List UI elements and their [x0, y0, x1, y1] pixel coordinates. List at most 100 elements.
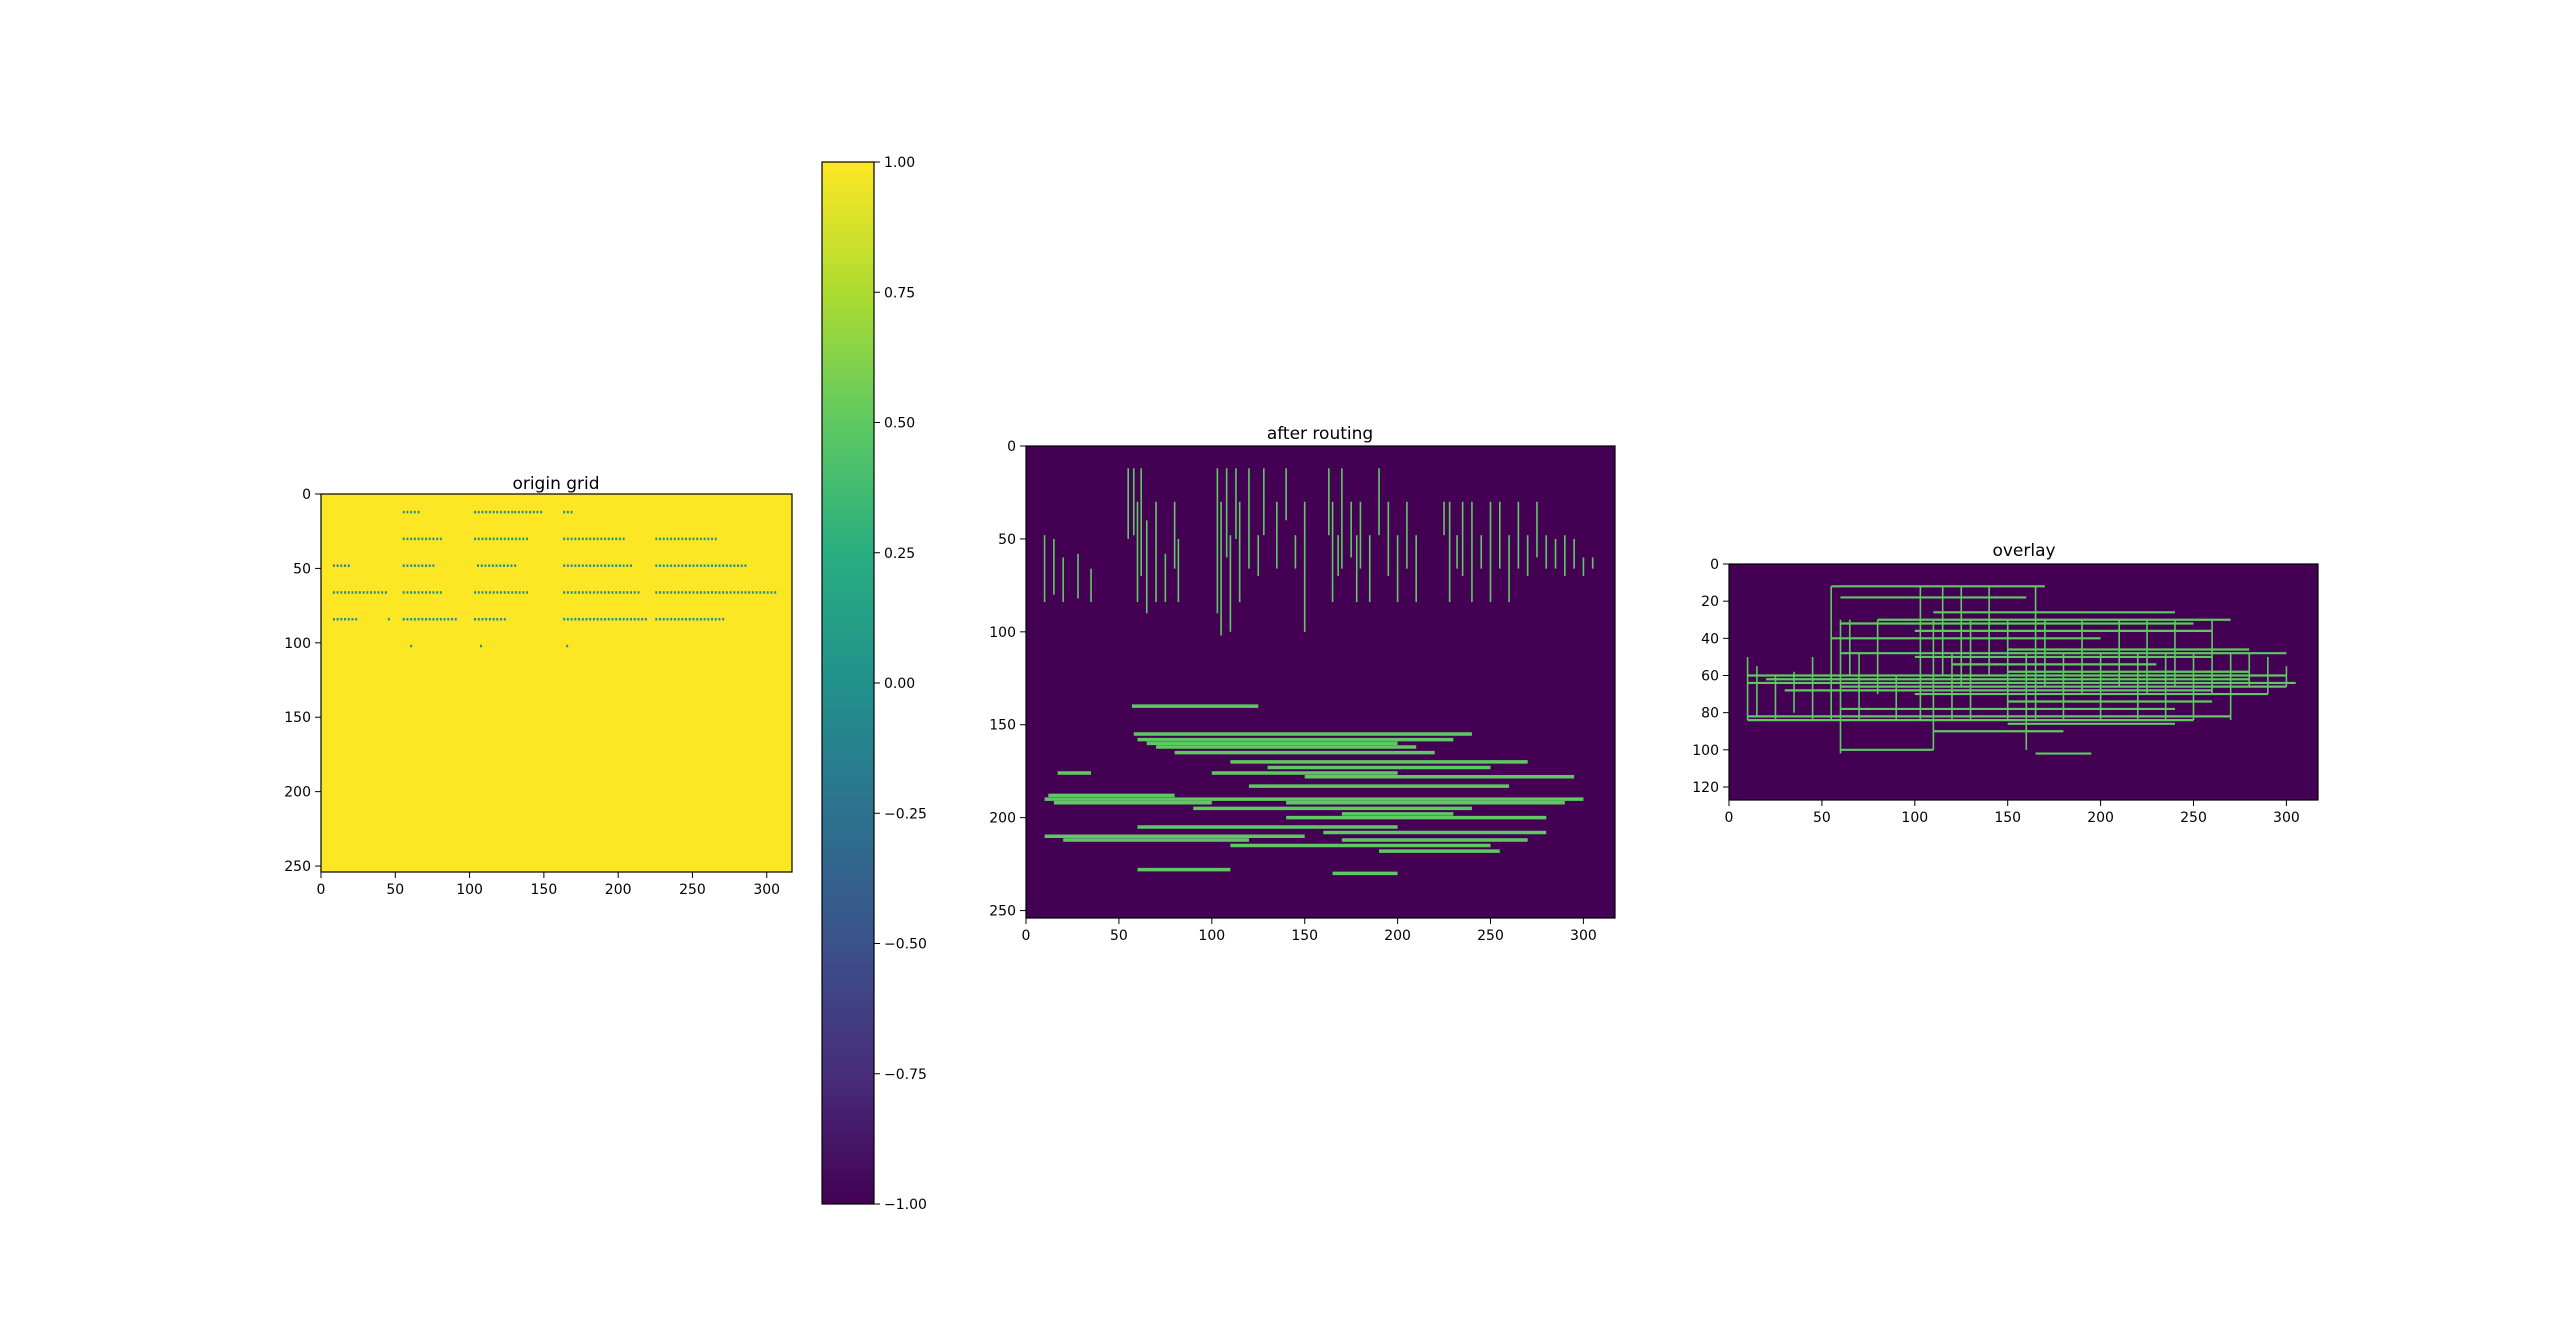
- origin-marker-r4-g4-15: [711, 618, 713, 621]
- origin-grid-image: [321, 494, 792, 872]
- origin-marker-r3-g4-13: [704, 591, 706, 594]
- origin-marker-r0-g1-0: [474, 511, 476, 514]
- origin-marker-r4-g3-7: [589, 618, 591, 621]
- origin-marker-r3-g4-20: [730, 591, 732, 594]
- origin-marker-r1-g2-11: [604, 538, 606, 541]
- origin-marker-r2-g3-9: [597, 564, 599, 567]
- origin-marker-r4-g3-1: [567, 618, 569, 621]
- origin-marker-r3-g2-7: [500, 591, 502, 594]
- origin-marker-r2-g1-4: [418, 564, 420, 567]
- origin-marker-r2-g1-3: [414, 564, 416, 567]
- origin-marker-r4-g2-7: [500, 618, 502, 621]
- origin-grid-xtick-label-5: 250: [679, 882, 706, 898]
- origin-marker-r1-g2-1: [567, 538, 569, 541]
- origin-grid-ytick-label-4: 200: [284, 785, 311, 801]
- overlay-ytick-label-4: 80: [1701, 706, 1719, 722]
- origin-marker-r0-g1-8: [504, 511, 506, 514]
- origin-marker-r0-g1-7: [500, 511, 502, 514]
- origin-marker-r3-g2-10: [511, 591, 513, 594]
- origin-marker-r2-g2-5: [496, 564, 498, 567]
- origin-marker-r2-g3-4: [578, 564, 580, 567]
- origin-marker-r0-g1-4: [489, 511, 491, 514]
- origin-marker-r2-g4-23: [741, 564, 743, 567]
- origin-marker-r4-g0-2: [340, 618, 342, 621]
- origin-marker-r1-g0-9: [436, 538, 438, 541]
- origin-marker-r3-g3-18: [630, 591, 632, 594]
- origin-marker-r3-g3-8: [593, 591, 595, 594]
- origin-marker-r1-g0-2: [410, 538, 412, 541]
- origin-marker-r4-g3-8: [593, 618, 595, 621]
- origin-marker-r3-g0-7: [359, 591, 361, 594]
- origin-grid-xtick-label-3: 150: [531, 882, 558, 898]
- after-routing-ytick-label-0: 0: [1007, 439, 1016, 455]
- origin-marker-r3-g2-6: [496, 591, 498, 594]
- origin-marker-r1-g1-12: [519, 538, 521, 541]
- origin-marker-r4-g3-21: [641, 618, 643, 621]
- origin-marker-r1-g2-2: [571, 538, 573, 541]
- origin-marker-r4-g1-9: [436, 618, 438, 621]
- origin-marker-r2-g2-8: [507, 564, 509, 567]
- origin-marker-r3-g4-24: [744, 591, 746, 594]
- origin-marker-r3-g2-1: [478, 591, 480, 594]
- overlay-xtick-label-5: 250: [2180, 810, 2207, 826]
- origin-marker-r2-g4-22: [737, 564, 739, 567]
- origin-grid-ytick-label-3: 150: [284, 710, 311, 726]
- origin-marker-r3-g0-5: [351, 591, 353, 594]
- origin-marker-r1-g2-3: [574, 538, 576, 541]
- origin-marker-r3-g0-14: [385, 591, 387, 594]
- origin-marker-r2-g4-15: [711, 564, 713, 567]
- origin-marker-r0-g2-7: [540, 511, 542, 514]
- origin-marker-r1-g3-11: [696, 538, 698, 541]
- origin-marker-r2-g1-6: [425, 564, 427, 567]
- origin-marker-r2-g0-2: [340, 564, 342, 567]
- origin-marker-r1-g0-0: [403, 538, 405, 541]
- colorbar-tick-label-4: 0.00: [884, 676, 915, 692]
- origin-marker-r4-g1-1: [406, 618, 408, 621]
- origin-marker-r3-g0-4: [348, 591, 350, 594]
- origin-marker-r2-g4-2: [663, 564, 665, 567]
- origin-marker-r3-g0-8: [363, 591, 365, 594]
- origin-marker-r1-g1-0: [474, 538, 476, 541]
- origin-marker-r3-g4-2: [663, 591, 665, 594]
- origin-marker-r3-g2-13: [522, 591, 524, 594]
- origin-grid-ytick-label-1: 50: [293, 561, 311, 577]
- origin-marker-r4-g4-6: [678, 618, 680, 621]
- origin-marker-r3-g3-7: [589, 591, 591, 594]
- origin-marker-r2-g4-9: [689, 564, 691, 567]
- origin-marker-r3-g3-3: [574, 591, 576, 594]
- origin-marker-r0-g0-0: [403, 511, 405, 514]
- origin-marker-r1-g3-4: [670, 538, 672, 541]
- overlay-ytick-label-3: 60: [1701, 668, 1719, 684]
- origin-marker-r4-g0-0: [333, 618, 335, 621]
- origin-grid-xtick-label-4: 200: [605, 882, 632, 898]
- origin-marker-r2-g1-5: [421, 564, 423, 567]
- origin-marker-r4-g0-3: [344, 618, 346, 621]
- origin-marker-r3-g2-8: [504, 591, 506, 594]
- origin-marker-r4-g4-13: [704, 618, 706, 621]
- origin-marker-r1-g1-13: [522, 538, 524, 541]
- after-routing-title: after routing: [1267, 424, 1373, 444]
- overlay-ytick-label-5: 100: [1692, 743, 1719, 759]
- origin-marker-r2-g1-0: [403, 564, 405, 567]
- origin-marker-r2-g2-0: [477, 564, 479, 567]
- origin-marker-r3-g4-25: [748, 591, 750, 594]
- origin-marker-r4-g3-19: [634, 618, 636, 621]
- origin-marker-r4-g4-16: [715, 618, 717, 621]
- origin-marker-r1-g3-16: [715, 538, 717, 541]
- origin-marker-r0-g0-2: [410, 511, 412, 514]
- origin-marker-r2-g3-16: [623, 564, 625, 567]
- origin-marker-r3-g3-1: [567, 591, 569, 594]
- origin-marker-r0-g1-9: [507, 511, 509, 514]
- origin-marker-r4-g1-14: [455, 618, 457, 621]
- origin-marker-r4-g3-13: [611, 618, 613, 621]
- origin-marker-r1-g0-8: [432, 538, 434, 541]
- origin-marker-r3-g1-6: [425, 591, 427, 594]
- origin-marker-r4-g4-8: [685, 618, 687, 621]
- origin-marker-r2-g2-1: [481, 564, 483, 567]
- origin-marker-r3-g4-3: [666, 591, 668, 594]
- origin-marker-r4-g2-1: [478, 618, 480, 621]
- origin-marker-r3-g3-13: [611, 591, 613, 594]
- origin-marker-r3-g4-7: [681, 591, 683, 594]
- origin-marker-r2-g3-0: [563, 564, 565, 567]
- origin-marker-r4-g4-7: [681, 618, 683, 621]
